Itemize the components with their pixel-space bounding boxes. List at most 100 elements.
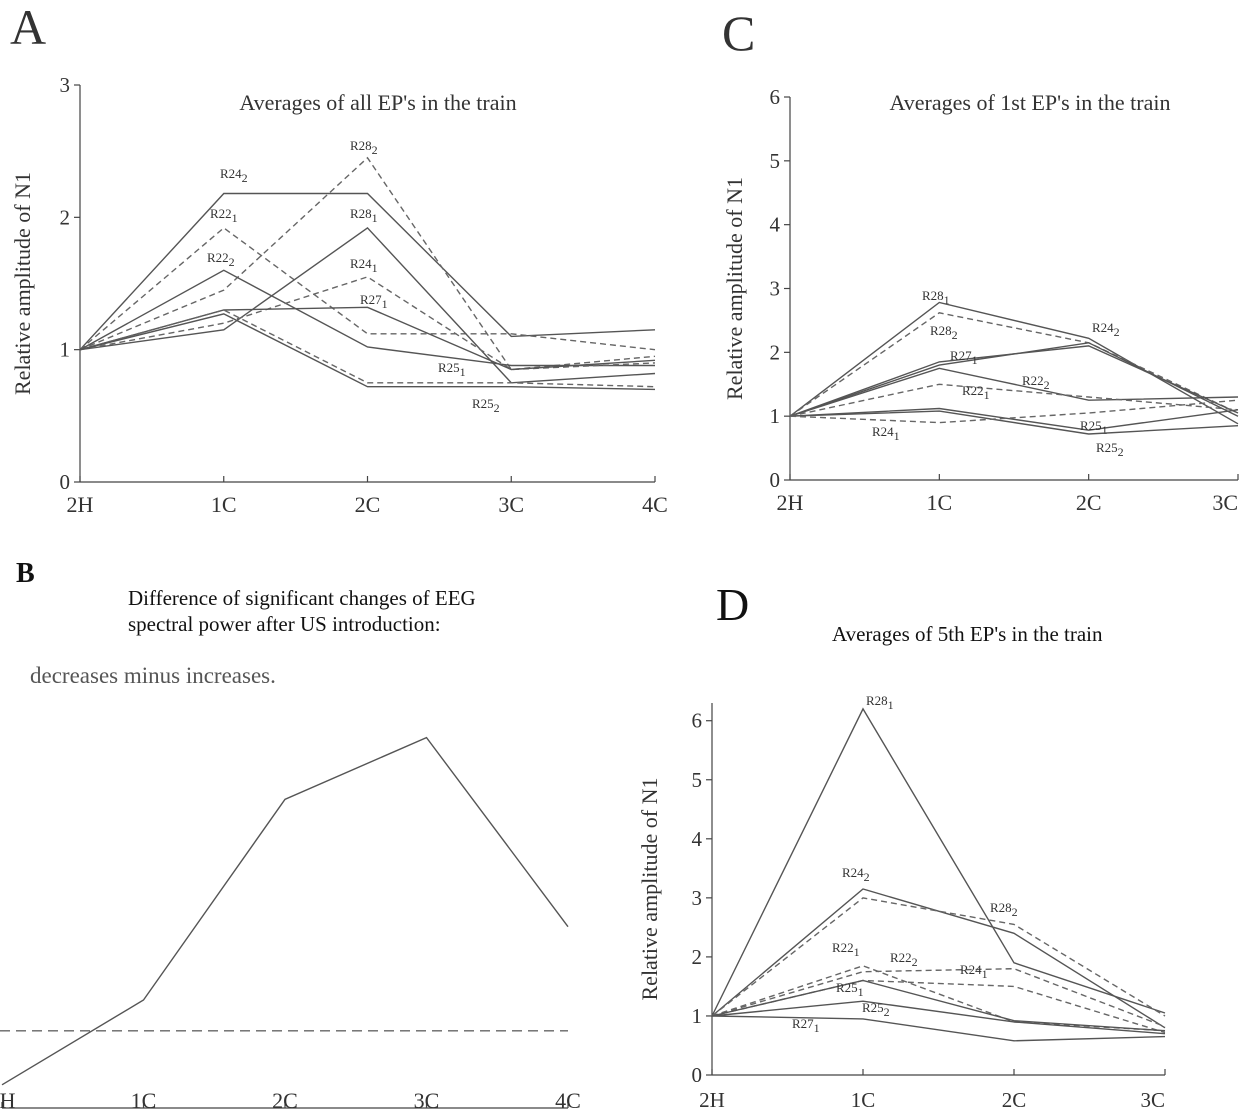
series-line (711, 897, 1166, 1017)
series-label: R251 (1080, 418, 1108, 437)
series-label: R241 (872, 424, 900, 443)
y-tick-label: 4 (692, 827, 703, 851)
y-tick-label: 5 (770, 149, 781, 173)
y-tick-label: 6 (770, 85, 781, 109)
y-axis-label: Relative amplitude of N1 (10, 172, 35, 395)
y-tick-label: 6 (692, 709, 703, 733)
series-label: R252 (862, 1000, 890, 1019)
series-label: R271 (792, 1016, 820, 1035)
panel-c-letter: C (722, 5, 756, 61)
panel-d-letter: D (716, 579, 750, 630)
x-tick-label: 1C (211, 492, 237, 517)
x-tick-label: 1C (851, 1088, 876, 1112)
series-label: R282 (350, 138, 378, 157)
series-line (789, 312, 1239, 417)
y-tick-label: 3 (770, 277, 781, 301)
panel-b-subtitle: decreases minus increases. (30, 663, 276, 688)
y-tick-label: 3 (692, 886, 703, 910)
series-label: R282 (990, 900, 1018, 919)
y-tick-label: 2 (60, 205, 71, 229)
series-line (79, 227, 656, 351)
chart-panel-d: 0 1 2 3 4 5 6 2H 1C 2C 3C Relative amplitude of N1 R… (637, 693, 1166, 1112)
series-label: R221 (210, 206, 238, 225)
series-line (79, 309, 656, 388)
series-line (79, 269, 655, 367)
x-tick-label: 3C (498, 492, 524, 517)
y-tick-label: 3 (60, 73, 71, 97)
series-line (789, 399, 1239, 424)
chart-title: Averages of all EP's in the train (239, 90, 516, 115)
series-line (79, 276, 656, 371)
series-label: R222 (890, 950, 918, 969)
y-tick-label: 1 (692, 1004, 703, 1028)
series-label: R241 (350, 256, 378, 275)
y-tick-label: 2 (692, 945, 703, 969)
series-label: R241 (960, 962, 988, 981)
series-label: R242 (1092, 320, 1120, 339)
y-axis-label: Relative amplitude of N1 (722, 177, 747, 400)
series-line (711, 707, 1166, 1017)
y-tick-label: 0 (692, 1063, 703, 1087)
series-label: R252 (1096, 440, 1124, 459)
chart-panel-c: 0 1 2 3 4 5 6 2H 1C 2C 3C Relative amplitude of N1 A… (722, 85, 1239, 515)
series-label: R281 (350, 206, 378, 225)
y-tick-label: 1 (770, 404, 781, 428)
y-tick-label: 0 (60, 470, 71, 494)
y-tick-label: 2 (770, 340, 781, 364)
y-tick-label: 0 (770, 468, 781, 492)
x-tick-label: 4C (555, 1088, 581, 1113)
x-tick-label: 2C (272, 1088, 298, 1113)
series-label: R222 (1022, 373, 1050, 392)
x-tick-label: 2H (67, 492, 94, 517)
panel-a-letter: A (10, 0, 47, 55)
y-tick-label: 4 (770, 213, 781, 237)
x-tick-label: 2H (699, 1088, 725, 1112)
series-label: R281 (922, 288, 950, 307)
x-tick-label: 2H (777, 490, 804, 515)
series-label: R271 (950, 348, 978, 367)
series-line (711, 967, 1166, 1028)
series-line (711, 1015, 1166, 1042)
series-line (1, 736, 569, 1086)
series-line (79, 192, 656, 351)
series-line (789, 407, 1239, 431)
panel-b-letter: B (16, 558, 35, 589)
series-line (789, 345, 1239, 417)
panel-b-header-line2: spectral power after US introduction: (128, 612, 441, 636)
y-tick-label: 5 (692, 768, 703, 792)
series-label: R251 (438, 360, 466, 379)
x-tick-label: 2C (1076, 490, 1102, 515)
series-line (711, 1000, 1166, 1035)
series-label: R242 (220, 166, 248, 185)
x-tick-label: 1C (926, 490, 952, 515)
series-line (79, 226, 656, 384)
x-tick-label: 2C (355, 492, 381, 517)
panel-d-header: Averages of 5th EP's in the train (832, 622, 1103, 646)
series-label: R251 (836, 980, 864, 999)
chart-panel-a: 0 1 2 3 2H 1C 2C 3C 4C Relative amplitude of N1 Av… (10, 73, 668, 517)
x-tick-label: 3C (414, 1088, 440, 1113)
chart-title: Averages of 1st EP's in the train (890, 90, 1171, 115)
x-tick-label: 3C (1140, 1088, 1165, 1112)
panel-b-header-line1: Difference of significant changes of EEG (128, 586, 476, 610)
x-tick-label: 2C (1002, 1088, 1027, 1112)
series-line (789, 410, 1239, 435)
series-line (711, 888, 1166, 1029)
x-tick-label: 3C (1212, 490, 1238, 515)
series-label: R222 (207, 250, 235, 269)
series-line (789, 367, 1239, 417)
series-line (711, 979, 1166, 1032)
series-line (79, 313, 656, 391)
series-label: R221 (962, 383, 990, 402)
series-label: R242 (842, 865, 870, 884)
series-label: R282 (930, 323, 958, 342)
series-label: R221 (832, 940, 860, 959)
series-line (711, 979, 1166, 1034)
series-label: R281 (866, 693, 894, 712)
x-tick-label: 1C (131, 1088, 157, 1113)
chart-panel-b: 2H 1C 2C 3C 4C (0, 736, 581, 1113)
series-line (79, 306, 656, 371)
series-label: R271 (360, 292, 388, 311)
y-tick-label: 1 (60, 338, 71, 362)
